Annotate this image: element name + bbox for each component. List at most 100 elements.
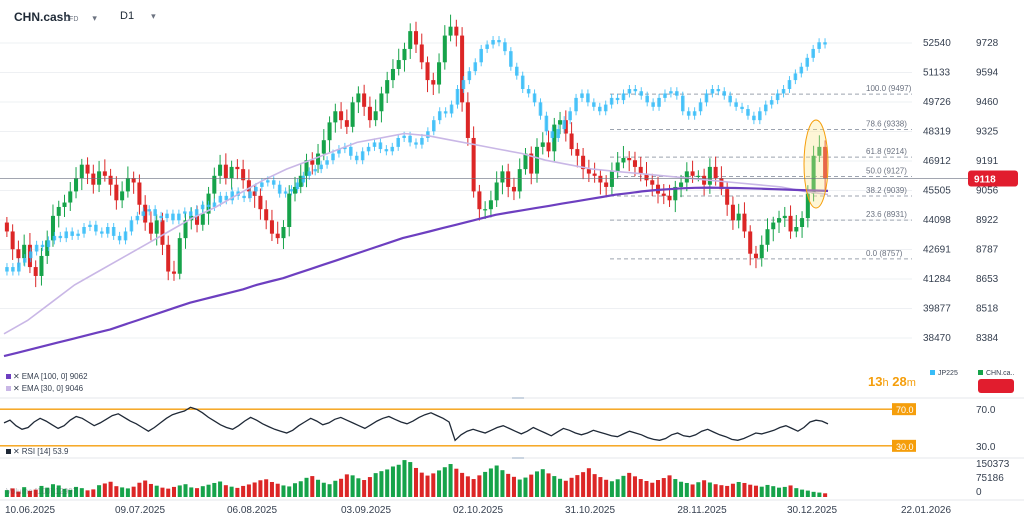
jp225-body: [271, 180, 276, 185]
hide-icon[interactable]: ✕: [13, 447, 20, 456]
jp225-body: [129, 220, 134, 232]
volume-bar: [419, 472, 424, 497]
fib-level-label: 50.0 (9127): [866, 166, 907, 175]
jp225-body: [5, 267, 9, 272]
jp225-body: [686, 111, 691, 116]
candle-body: [350, 102, 355, 127]
jp225-body: [461, 80, 466, 89]
jp225-body: [669, 91, 673, 94]
volume-legend[interactable]: Volume [100] 12997: [6, 487, 77, 496]
timeframe-selector[interactable]: D1 ▾: [120, 10, 156, 22]
candle-body: [74, 178, 79, 192]
rsi-legend[interactable]: ✕ RSI [14] 53.9: [6, 447, 68, 456]
jp225-body: [651, 102, 655, 107]
volume-bar: [143, 480, 148, 497]
jp225-body: [28, 251, 33, 259]
volume-bar: [598, 477, 603, 497]
candle-body: [569, 133, 574, 150]
price-axis-label-right: 9191: [976, 156, 999, 167]
jp225-body: [212, 202, 217, 207]
ema-slow-legend[interactable]: ✕ EMA [100, 0] 9062: [6, 372, 88, 381]
candle-body: [339, 111, 344, 121]
volume-bar: [771, 486, 776, 497]
jp225-body: [319, 164, 323, 170]
candle-body: [390, 68, 395, 81]
candle-body: [442, 35, 447, 63]
volume-bar: [690, 484, 695, 497]
jp225-body: [343, 146, 347, 150]
volume-bar: [558, 478, 563, 497]
jp225-body: [52, 235, 57, 241]
jp225-body: [479, 48, 483, 63]
candle-body: [454, 26, 459, 36]
candle-body: [632, 160, 637, 167]
candle-body: [200, 213, 205, 225]
ema-fast-legend[interactable]: ✕ EMA [30, 0] 9046: [6, 384, 83, 393]
candle-body: [661, 193, 666, 196]
rsi-upper-tag: [892, 403, 916, 416]
rsi-upper-tag-label: 70.0: [896, 405, 914, 415]
volume-bar: [206, 484, 211, 497]
candle-body: [223, 164, 228, 179]
candle-body: [79, 164, 84, 179]
volume-bar: [137, 482, 142, 497]
volume-bar: [114, 486, 119, 497]
jp225-body: [384, 149, 389, 152]
volume-bar: [586, 468, 591, 497]
jp225-body: [117, 235, 122, 241]
timeframe-label: D1: [120, 10, 135, 22]
jp225-body: [532, 93, 537, 103]
x-axis-label: 09.07.2025: [115, 505, 165, 516]
jp225-body: [295, 182, 300, 190]
candle-body: [488, 200, 493, 210]
chevron-down-icon[interactable]: ▾: [92, 13, 97, 23]
candle-body: [298, 175, 303, 187]
candle-body: [679, 182, 684, 187]
jp225-body: [283, 191, 288, 194]
symbol-selector[interactable]: CHN.cash: [14, 10, 71, 24]
candle-body: [385, 80, 390, 94]
candle-body: [97, 171, 102, 185]
jp225-body: [366, 146, 371, 152]
candle-body: [373, 111, 378, 121]
volume-bar: [483, 471, 488, 497]
price-axis-label-left: 41284: [923, 274, 951, 285]
jp225-body: [597, 106, 602, 112]
legend-color-icon: [6, 374, 11, 379]
ema-fast-line: [3, 132, 829, 335]
compare-legend-jp225[interactable]: JP225: [930, 370, 958, 377]
volume-bar: [408, 462, 413, 497]
jp225-body: [22, 258, 27, 263]
jp225-body: [793, 73, 798, 81]
volume-bar: [621, 475, 626, 497]
candle-body: [598, 175, 603, 183]
x-axis-label: 30.12.2025: [787, 505, 837, 516]
volume-bar: [316, 479, 321, 497]
jp225-body: [758, 111, 762, 121]
hide-icon[interactable]: ✕: [13, 372, 20, 381]
volume-bar: [390, 466, 395, 497]
price-axis-label-left: 44098: [923, 215, 951, 226]
hide-icon[interactable]: ✕: [13, 384, 20, 393]
jp225-body: [823, 42, 827, 45]
volume-bar: [742, 482, 747, 497]
jp225-body: [497, 40, 501, 43]
jp225-body: [218, 195, 223, 203]
timeframe-chevron-icon[interactable]: ▾: [151, 11, 156, 21]
jp225-body: [437, 111, 442, 121]
volume-bar: [753, 485, 758, 497]
volume-bar: [120, 487, 125, 497]
candle-body: [517, 169, 522, 192]
volume-bar: [183, 484, 188, 497]
cfd-badge-label: CFD: [64, 16, 79, 23]
jp225-body: [526, 89, 531, 94]
compare-legend-chn[interactable]: CHN.ca..: [978, 370, 1014, 377]
jp225-body: [230, 191, 235, 201]
candle-body: [131, 178, 136, 183]
ema-slow-label: EMA [100, 0] 9062: [21, 372, 88, 381]
candle-body: [725, 189, 730, 205]
volume-bar: [684, 482, 689, 497]
jp225-body: [147, 209, 152, 212]
candle-body: [558, 120, 563, 125]
candle-body: [367, 106, 372, 121]
